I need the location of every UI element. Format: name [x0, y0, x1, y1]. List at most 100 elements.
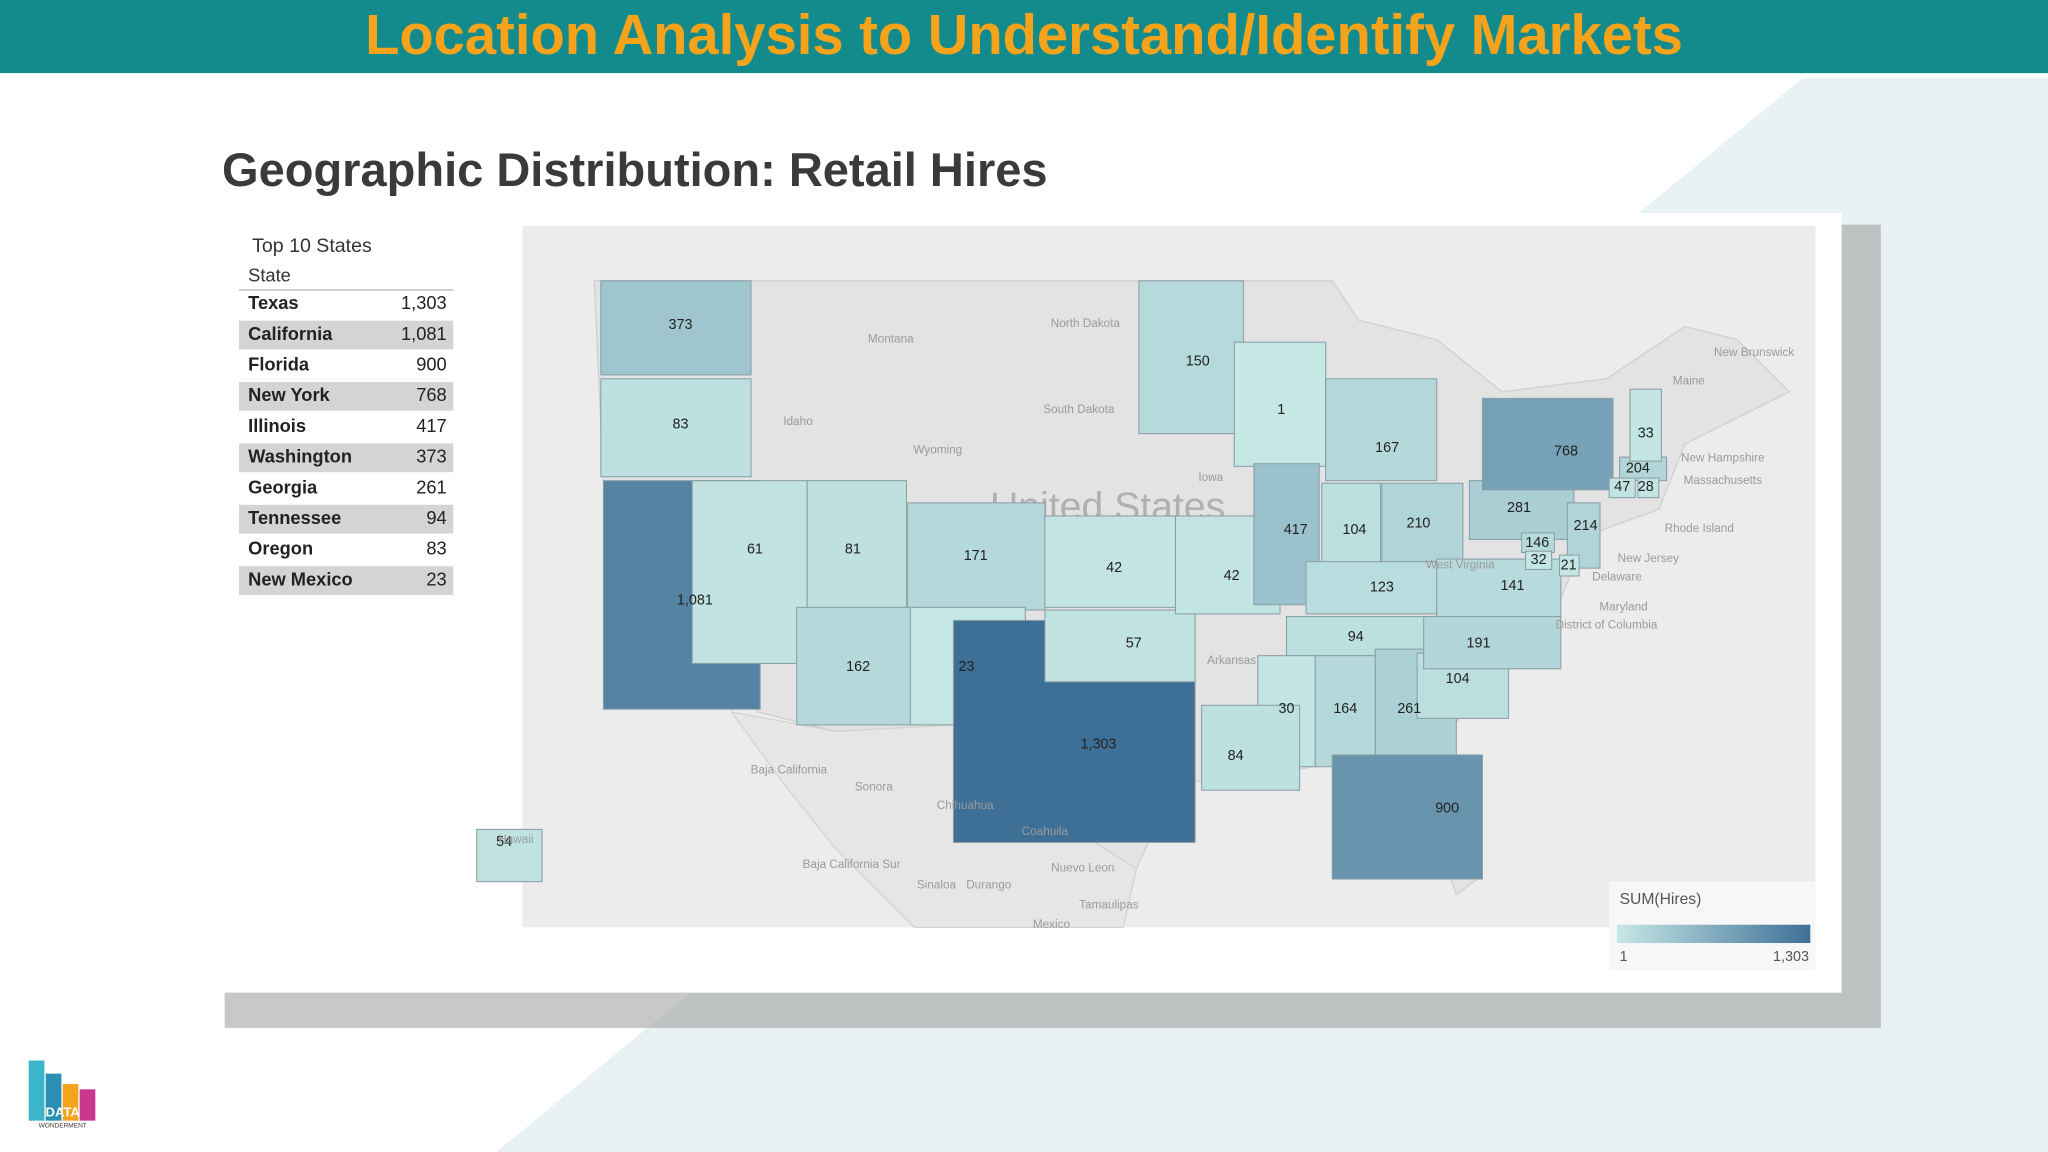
state-value-label: 900 [1435, 800, 1459, 816]
place-label: New Brunswick [1714, 346, 1794, 359]
table-state: Georgia [248, 476, 318, 497]
state-value-label: 28 [1638, 479, 1654, 495]
state-value-label: 83 [672, 416, 688, 432]
table-state: New Mexico [248, 568, 353, 589]
state-value-label: 281 [1507, 500, 1531, 516]
state-region [600, 280, 752, 376]
state-value-label: 164 [1333, 701, 1357, 717]
state-value-label: 104 [1446, 671, 1470, 687]
state-region [1325, 378, 1438, 482]
state-value-label: 1,303 [1080, 736, 1116, 752]
place-label: Mexico [1033, 918, 1071, 931]
place-label: Idaho [783, 415, 813, 428]
state-value-label: 61 [747, 542, 763, 558]
table-row-band [239, 566, 454, 595]
logo-bar [79, 1089, 96, 1121]
state-value-label: 210 [1406, 516, 1430, 532]
place-label: North Dakota [1051, 317, 1121, 330]
table-value: 23 [426, 568, 446, 589]
table-state: Washington [248, 446, 352, 467]
place-label: Sonora [855, 781, 893, 794]
state-value-label: 33 [1638, 425, 1654, 441]
place-label: Maine [1673, 374, 1705, 387]
table-value: 900 [416, 354, 446, 375]
state-region [1423, 615, 1562, 670]
state-region [476, 828, 543, 883]
table-title: Top 10 States [252, 235, 372, 257]
state-region [1481, 397, 1614, 491]
table-column-header: State [248, 265, 291, 286]
state-region [1558, 554, 1580, 577]
place-label: Durango [966, 879, 1012, 892]
state-value-label: 141 [1501, 578, 1525, 594]
place-label: Nuevo Leon [1051, 862, 1114, 875]
place-label: New Hampshire [1681, 452, 1765, 465]
state-value-label: 162 [846, 659, 870, 675]
state-value-label: 104 [1342, 522, 1366, 538]
state-region [600, 378, 752, 478]
place-label: Iowa [1198, 471, 1223, 484]
place-label: Tamaulipas [1079, 898, 1139, 911]
state-region [907, 502, 1046, 611]
state-value-label: 204 [1626, 461, 1650, 477]
logo-bar [62, 1084, 79, 1121]
state-value-label: 81 [845, 542, 861, 558]
header-bar [0, 0, 2048, 74]
state-value-label: 47 [1614, 479, 1630, 495]
state-value-label: 1 [1277, 402, 1285, 418]
state-value-label: 57 [1126, 636, 1142, 652]
table-value: 373 [416, 446, 446, 467]
state-value-label: 167 [1375, 440, 1399, 456]
state-region [1608, 477, 1636, 499]
place-label: Coahuila [1022, 825, 1069, 838]
subtitle: Geographic Distribution: Retail Hires [222, 143, 1048, 196]
top-states-table: Top 10 States State Texas 1,303 California… [239, 235, 454, 595]
state-region [1044, 515, 1177, 608]
table-value: 1,081 [401, 323, 447, 344]
place-label: Baja California [751, 764, 828, 777]
place-label: Chihuahua [937, 799, 994, 812]
place-label: Rhode Island [1665, 522, 1734, 535]
state-value-label: 94 [1348, 629, 1364, 645]
table-row-band [239, 320, 454, 350]
logo-text: DATA [46, 1104, 81, 1119]
table-state: Oregon [248, 538, 313, 559]
state-value-label: 21 [1561, 557, 1577, 573]
place-label: Sinaloa [917, 879, 957, 892]
state-value-label: 42 [1106, 560, 1122, 576]
place-label: West Virginia [1426, 559, 1495, 572]
table-state: Illinois [248, 415, 306, 436]
state-region [1525, 550, 1553, 570]
state-value-label: 23 [959, 659, 975, 675]
state-region [1138, 280, 1244, 435]
state-region [1305, 561, 1438, 615]
table-value: 83 [426, 538, 446, 559]
state-region [796, 606, 915, 726]
table-state: Florida [248, 354, 310, 375]
state-value-label: 123 [1370, 580, 1394, 596]
logo-bar [45, 1073, 62, 1121]
header-title: Location Analysis to Understand/Identify… [365, 3, 1683, 66]
table-state: Texas [248, 292, 298, 313]
table-value: 94 [426, 507, 446, 528]
state-value-label: 150 [1186, 354, 1210, 370]
state-value-label: 1,081 [677, 593, 713, 609]
state-value-label: 32 [1531, 552, 1547, 568]
logo-bar [28, 1060, 45, 1121]
table-state: New York [248, 384, 330, 405]
state-value-label: 261 [1397, 701, 1421, 717]
legend: SUM(Hires) 1 1,303 [1609, 881, 1816, 971]
state-region [1044, 609, 1196, 683]
logo-subtext: WONDERMENT [39, 1123, 87, 1130]
legend-gradient [1616, 924, 1811, 944]
table-row-band [239, 443, 454, 473]
state-value-label: 84 [1228, 748, 1244, 764]
state-value-label: 30 [1279, 701, 1295, 717]
table-value: 768 [416, 384, 446, 405]
place-label: Baja California Sur [803, 858, 901, 871]
table-state: Tennessee [248, 507, 341, 528]
state-region [1201, 704, 1301, 791]
place-label: Delaware [1592, 570, 1642, 583]
logo: DATA WONDERMENT [28, 1060, 96, 1130]
